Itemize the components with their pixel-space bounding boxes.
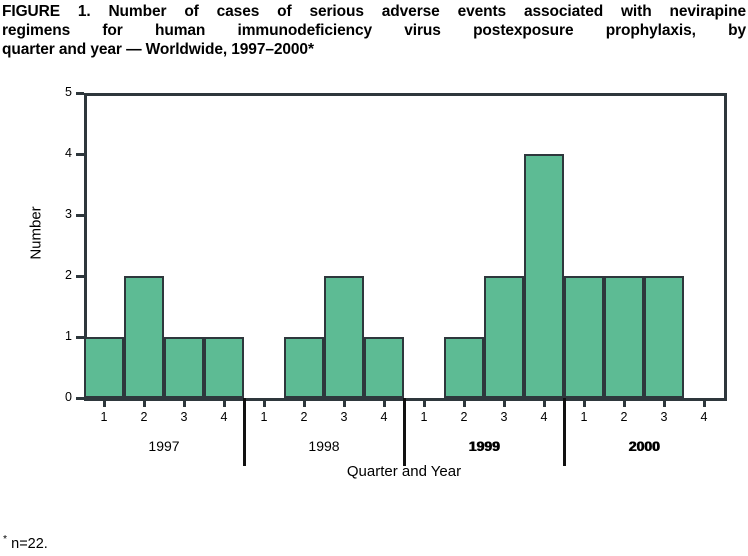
footnote-text: n=22. xyxy=(11,535,48,552)
x-axis-tick xyxy=(263,401,266,407)
x-axis-tick-label: 4 xyxy=(380,410,388,424)
year-divider xyxy=(403,398,406,466)
y-axis-tick-label: 0 xyxy=(65,390,72,404)
year-label: 2000 xyxy=(628,438,660,454)
footnote: * n=22. xyxy=(3,533,48,552)
x-axis-tick xyxy=(303,401,306,407)
x-axis-tick-label: 2 xyxy=(620,410,628,424)
x-axis-tick xyxy=(543,401,546,407)
y-axis-tick-label: 4 xyxy=(65,146,72,160)
x-axis-tick-label: 3 xyxy=(660,410,668,424)
year-label: 1999 xyxy=(468,438,500,454)
year-divider xyxy=(563,398,566,466)
footnote-marker: * xyxy=(3,533,8,545)
x-axis-tick-label: 4 xyxy=(220,410,228,424)
x-axis-tick xyxy=(503,401,506,407)
y-axis-tick xyxy=(76,397,84,400)
x-axis-tick xyxy=(223,401,226,407)
x-axis-tick-label: 4 xyxy=(540,410,548,424)
x-axis-tick xyxy=(103,401,106,407)
plot-frame xyxy=(84,93,727,401)
x-axis-tick-label: 1 xyxy=(260,410,268,424)
y-axis-tick-label: 2 xyxy=(65,268,72,282)
x-axis-tick-label: 1 xyxy=(580,410,588,424)
x-axis-title: Quarter and Year xyxy=(346,463,462,480)
y-axis-tick-label: 1 xyxy=(65,329,72,343)
y-axis-tick xyxy=(76,336,84,339)
x-axis-tick-label: 2 xyxy=(140,410,148,424)
x-axis-tick xyxy=(183,401,186,407)
year-label: 1997 xyxy=(148,438,180,454)
year-divider xyxy=(243,398,246,466)
x-axis-tick-label: 3 xyxy=(180,410,188,424)
x-axis-tick xyxy=(583,401,586,407)
x-axis-tick-label: 3 xyxy=(500,410,508,424)
y-axis-tick xyxy=(76,92,84,95)
x-axis-tick-label: 1 xyxy=(100,410,108,424)
x-axis-tick xyxy=(343,401,346,407)
figure-title: FIGURE 1. Number of cases of serious adv… xyxy=(2,2,746,59)
x-axis-tick-label: 2 xyxy=(460,410,468,424)
year-label: 1998 xyxy=(308,438,340,454)
y-axis-tick-label: 3 xyxy=(65,207,72,221)
y-axis-tick xyxy=(76,214,84,217)
x-axis-tick xyxy=(423,401,426,407)
figure-title-line-2: regimens for human immunodeficiency viru… xyxy=(2,22,746,39)
y-axis-tick-label: 5 xyxy=(65,85,72,99)
x-axis-tick-label: 1 xyxy=(420,410,428,424)
figure-title-line-1: FIGURE 1. Number of cases of serious adv… xyxy=(2,3,746,20)
x-axis-tick xyxy=(623,401,626,407)
x-axis-tick xyxy=(143,401,146,407)
x-axis-tick-label: 4 xyxy=(700,410,708,424)
figure-title-line-3: quarter and year — Worldwide, 1997–2000* xyxy=(2,41,314,58)
x-axis-tick xyxy=(663,401,666,407)
y-axis-tick xyxy=(76,275,84,278)
x-axis-tick xyxy=(463,401,466,407)
x-axis-tick-label: 2 xyxy=(300,410,308,424)
y-axis-tick xyxy=(76,153,84,156)
x-axis-tick xyxy=(703,401,706,407)
y-axis-title: Number xyxy=(27,206,45,260)
x-axis-tick-label: 3 xyxy=(340,410,348,424)
x-axis-tick xyxy=(383,401,386,407)
